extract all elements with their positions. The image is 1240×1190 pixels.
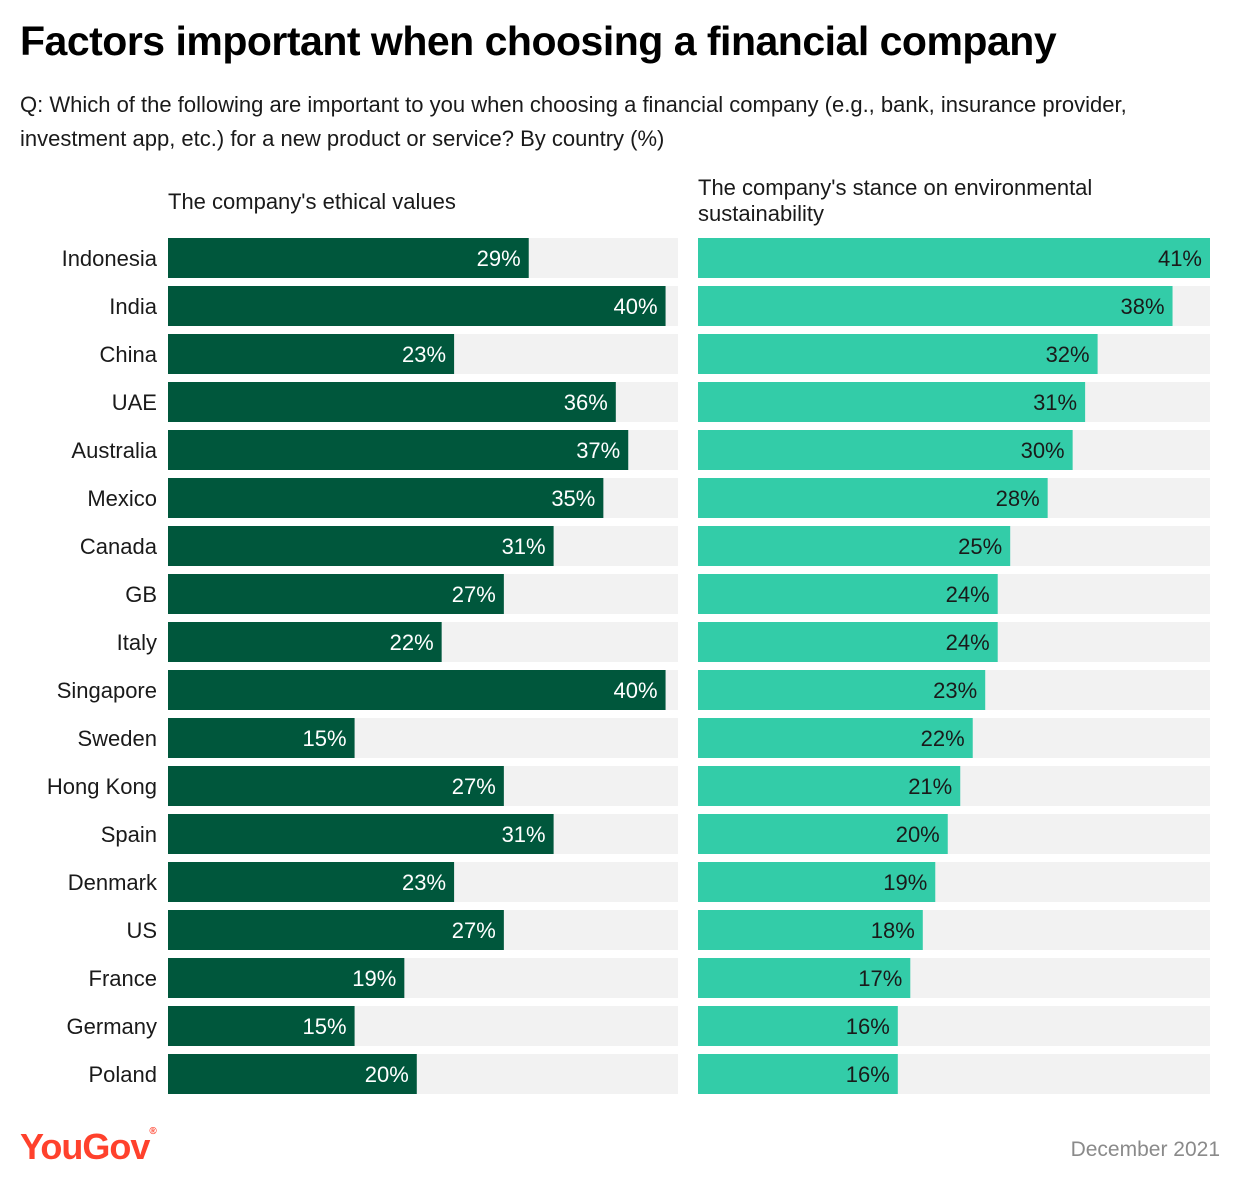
value-label-environment-us: 18% (871, 918, 915, 943)
value-label-ethical-poland: 20% (365, 1062, 409, 1087)
category-label-poland: Poland (88, 1062, 157, 1087)
bar-environment-us (698, 910, 923, 950)
value-label-ethical-france: 19% (352, 966, 396, 991)
chart-title: Factors important when choosing a financ… (20, 18, 1057, 64)
bar-ethical-singapore (168, 670, 666, 710)
value-label-environment-spain: 20% (896, 822, 940, 847)
bar-chart: Indonesia 29% 41% India 40% 38% China 23% 32% UAE… (47, 238, 1210, 1094)
bar-ethical-uae (168, 382, 616, 422)
value-label-environment-france: 17% (858, 966, 902, 991)
value-label-ethical-indonesia: 29% (477, 246, 521, 271)
value-label-environment-india: 38% (1120, 294, 1164, 319)
bar-environment-singapore (698, 670, 986, 710)
value-label-environment-mexico: 28% (996, 486, 1040, 511)
value-label-environment-indonesia: 41% (1158, 246, 1202, 271)
bar-ethical-australia (168, 430, 629, 470)
value-label-environment-china: 32% (1046, 342, 1090, 367)
bar-ethical-canada (168, 526, 554, 566)
bar-ethical-indonesia (168, 238, 529, 278)
value-label-ethical-australia: 37% (576, 438, 620, 463)
value-label-environment-poland: 16% (846, 1062, 890, 1087)
value-label-ethical-germany: 15% (303, 1014, 347, 1039)
value-label-environment-germany: 16% (846, 1014, 890, 1039)
category-label-australia: Australia (71, 438, 157, 463)
bar-environment-sweden (698, 718, 973, 758)
bar-environment-hong-kong (698, 766, 961, 806)
value-label-environment-sweden: 22% (921, 726, 965, 751)
value-label-ethical-us: 27% (452, 918, 496, 943)
value-label-ethical-india: 40% (614, 294, 658, 319)
category-label-uae: UAE (112, 390, 157, 415)
panel-title-environmental-sustainability: The company's stance on environmental su… (698, 175, 1093, 226)
value-label-ethical-mexico: 35% (551, 486, 595, 511)
category-label-germany: Germany (67, 1014, 157, 1039)
category-label-china: China (100, 342, 158, 367)
bar-environment-australia (698, 430, 1073, 470)
category-label-indonesia: Indonesia (62, 246, 158, 271)
value-label-ethical-uae: 36% (564, 390, 608, 415)
category-label-france: France (89, 966, 157, 991)
footer-date: December 2021 (1070, 1138, 1220, 1161)
yougov-logo: YouGov® (20, 1126, 157, 1167)
bar-ethical-hong-kong (168, 766, 504, 806)
value-label-environment-gb: 24% (946, 582, 990, 607)
value-label-ethical-singapore: 40% (614, 678, 658, 703)
category-label-canada: Canada (80, 534, 158, 559)
category-label-denmark: Denmark (68, 870, 158, 895)
value-label-environment-hong-kong: 21% (908, 774, 952, 799)
bar-ethical-india (168, 286, 666, 326)
bar-environment-uae (698, 382, 1086, 422)
bar-environment-denmark (698, 862, 936, 902)
category-label-hong-kong: Hong Kong (47, 774, 157, 799)
bar-environment-mexico (698, 478, 1048, 518)
value-label-ethical-canada: 31% (502, 534, 546, 559)
bar-environment-spain (698, 814, 948, 854)
bar-environment-italy (698, 622, 998, 662)
bar-ethical-sweden (168, 718, 355, 758)
value-label-environment-australia: 30% (1021, 438, 1065, 463)
bar-environment-canada (698, 526, 1011, 566)
value-label-environment-italy: 24% (946, 630, 990, 655)
category-label-us: US (126, 918, 157, 943)
value-label-ethical-denmark: 23% (402, 870, 446, 895)
category-label-sweden: Sweden (77, 726, 157, 751)
bar-ethical-us (168, 910, 504, 950)
bar-ethical-france (168, 958, 405, 998)
bar-ethical-china (168, 334, 455, 374)
value-label-ethical-gb: 27% (452, 582, 496, 607)
value-label-ethical-spain: 31% (502, 822, 546, 847)
value-label-environment-singapore: 23% (933, 678, 977, 703)
chart-subtitle: Q: Which of the following are important … (20, 92, 1127, 151)
value-label-ethical-italy: 22% (390, 630, 434, 655)
category-label-india: India (109, 294, 157, 319)
bar-environment-india (698, 286, 1173, 326)
bar-environment-france (698, 958, 911, 998)
bar-ethical-poland (168, 1054, 417, 1094)
bar-ethical-italy (168, 622, 442, 662)
value-label-ethical-hong-kong: 27% (452, 774, 496, 799)
bar-ethical-gb (168, 574, 504, 614)
bar-environment-germany (698, 1006, 898, 1046)
category-label-italy: Italy (117, 630, 157, 655)
value-label-ethical-sweden: 15% (303, 726, 347, 751)
bar-ethical-spain (168, 814, 554, 854)
category-label-mexico: Mexico (87, 486, 157, 511)
bar-ethical-mexico (168, 478, 604, 518)
bar-environment-indonesia (698, 238, 1210, 278)
category-label-gb: GB (125, 582, 157, 607)
panel-title-ethical-values: The company's ethical values (168, 189, 456, 214)
category-label-spain: Spain (101, 822, 157, 847)
value-label-environment-denmark: 19% (883, 870, 927, 895)
bar-ethical-germany (168, 1006, 355, 1046)
category-label-singapore: Singapore (57, 678, 157, 703)
value-label-ethical-china: 23% (402, 342, 446, 367)
value-label-environment-canada: 25% (958, 534, 1002, 559)
bar-environment-poland (698, 1054, 898, 1094)
bar-ethical-denmark (168, 862, 455, 902)
bar-environment-gb (698, 574, 998, 614)
bar-environment-china (698, 334, 1098, 374)
value-label-environment-uae: 31% (1033, 390, 1077, 415)
